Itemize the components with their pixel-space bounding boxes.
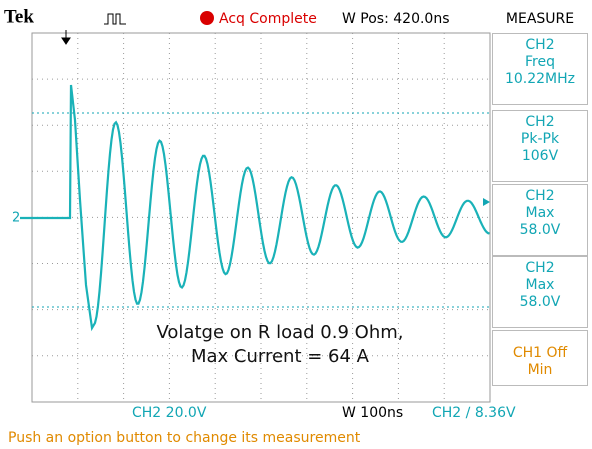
wpos: W Pos: 420.0ns: [342, 11, 450, 27]
measurement-value: 58.0V: [519, 294, 561, 310]
trigger-position: [61, 30, 71, 45]
measurement-channel: CH2: [525, 114, 555, 130]
channel-marker: 2: [12, 211, 20, 226]
message: Push an option button to change its meas…: [8, 430, 361, 446]
measurement-box[interactable]: CH1 Off Min: [492, 330, 588, 386]
measurement-channel: CH1 Off: [512, 345, 568, 361]
run-indicator: [200, 11, 214, 25]
annotation-line: Volatge on R load 0.9 Ohm,: [157, 322, 404, 343]
annotation-line: Max Current = 64 A: [191, 346, 370, 367]
trigger-setting: CH2 ∕ 8.36V: [432, 405, 516, 421]
trigger-level: [483, 198, 490, 206]
panel-title: MEASURE: [506, 11, 574, 27]
brand: Tek: [4, 6, 34, 27]
measurement-channel: CH2: [525, 37, 555, 53]
timebase: W 100ns: [342, 405, 403, 421]
waveform: [20, 84, 490, 332]
measurement-box[interactable]: CH2 Max 58.0V: [492, 256, 588, 328]
measurement-name: Pk-Pk: [520, 131, 560, 147]
measurement-box[interactable]: CH2 Pk-Pk 106V: [492, 110, 588, 182]
measurement-name: Freq: [525, 54, 555, 70]
measurement-box[interactable]: CH2 Max 58.0V: [492, 184, 588, 256]
ch-scale: CH2 20.0V: [132, 405, 207, 421]
measurement-value: 58.0V: [519, 222, 561, 238]
trigger-icon: [104, 13, 126, 25]
measurement-box[interactable]: CH2 Freq 10.22MHz: [492, 33, 588, 105]
measurement-name: Max: [525, 205, 555, 221]
measurement-channel: CH2: [525, 260, 555, 276]
measurement-name: Min: [527, 362, 553, 378]
measurement-name: Max: [525, 277, 555, 293]
measurement-value: 10.22MHz: [504, 71, 576, 87]
measurement-channel: CH2: [525, 188, 555, 204]
acq-status: Acq Complete: [219, 11, 317, 27]
measurement-value: 106V: [521, 148, 559, 164]
